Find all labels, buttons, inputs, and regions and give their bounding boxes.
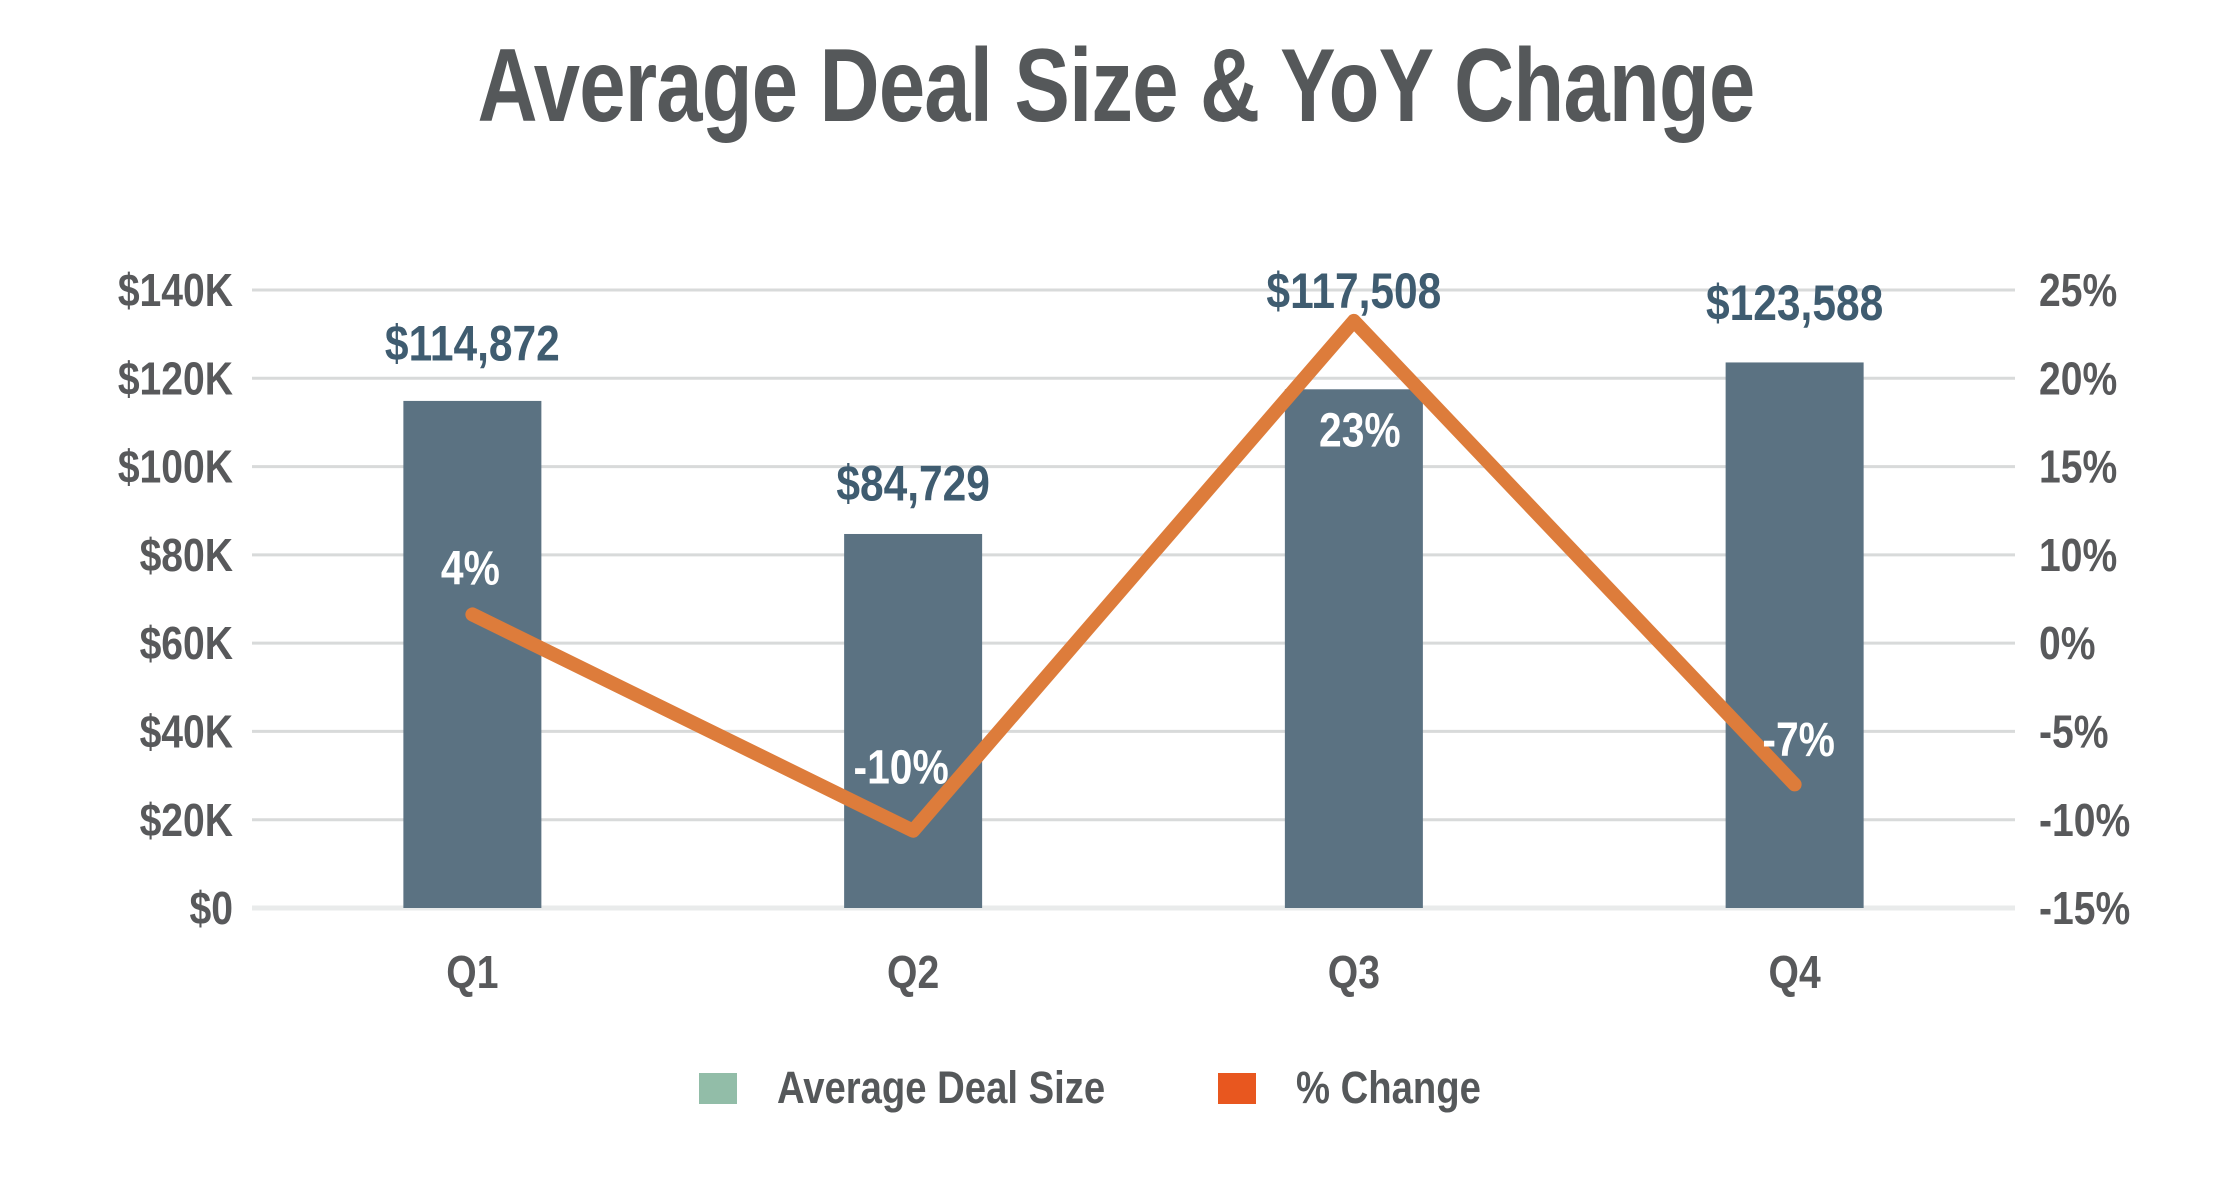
left-axis-tick: $20K: [140, 795, 234, 847]
legend-label-average-deal-size: Average Deal Size: [777, 1062, 1106, 1113]
pct-change-line: [465, 313, 1802, 838]
page-title: Average Deal Size & YoY Change: [477, 28, 1756, 144]
legend-label-pct-change: % Change: [1296, 1062, 1481, 1113]
svg-text:0%: 0%: [2039, 618, 2096, 670]
svg-text:23%: 23%: [1319, 405, 1401, 458]
bar-value-label: $117,508: [1266, 263, 1441, 319]
svg-text:25%: 25%: [2039, 265, 2117, 317]
right-axis-tick: 15%: [2039, 442, 2117, 494]
bar-q1: [403, 400, 542, 908]
right-axis-tick: -5%: [2039, 707, 2109, 759]
category-label-q1: Q1: [446, 947, 498, 999]
svg-text:$140K: $140K: [118, 265, 233, 317]
svg-text:$120K: $120K: [118, 353, 233, 405]
svg-text:$0: $0: [190, 883, 233, 935]
left-axis-tick: $100K: [118, 442, 233, 494]
right-axis-tick: 10%: [2039, 530, 2117, 582]
svg-text:15%: 15%: [2039, 442, 2117, 494]
right-axis-tick: 20%: [2039, 353, 2117, 405]
svg-text:$123,588: $123,588: [1706, 275, 1883, 331]
svg-text:$40K: $40K: [140, 707, 234, 759]
category-label-q3: Q3: [1328, 947, 1380, 999]
bar-value-label: $84,729: [836, 455, 990, 511]
left-axis-tick: $60K: [140, 618, 234, 670]
line-point-label: -7%: [1762, 714, 1835, 767]
left-axis-tick: $120K: [118, 353, 233, 405]
svg-text:-7%: -7%: [1762, 714, 1835, 767]
svg-text:$20K: $20K: [140, 795, 234, 847]
svg-text:$114,872: $114,872: [385, 315, 560, 371]
right-axis-tick: 25%: [2039, 265, 2117, 317]
svg-text:10%: 10%: [2039, 530, 2117, 582]
svg-text:$80K: $80K: [140, 530, 234, 582]
bar-q2: [844, 533, 983, 908]
left-axis-tick: $80K: [140, 530, 234, 582]
svg-text:-10%: -10%: [2039, 795, 2130, 847]
line-point-label: 4%: [441, 542, 500, 595]
svg-text:$117,508: $117,508: [1266, 263, 1441, 319]
left-axis-tick: $0: [190, 883, 233, 935]
svg-text:$60K: $60K: [140, 618, 234, 670]
left-axis-tick: $40K: [140, 707, 234, 759]
svg-text:4%: 4%: [441, 542, 500, 595]
bar-q4: [1725, 362, 1864, 908]
bar-q3: [1284, 389, 1423, 908]
right-axis-tick: -15%: [2039, 883, 2130, 935]
right-axis-tick: -10%: [2039, 795, 2130, 847]
average-deal-size-swatch-icon: [699, 1072, 737, 1104]
svg-text:Q1: Q1: [446, 947, 498, 999]
legend-item-average-deal-size: Average Deal Size: [699, 1062, 1163, 1113]
svg-text:Q4: Q4: [1769, 947, 1821, 999]
svg-text:20%: 20%: [2039, 353, 2117, 405]
svg-text:Q3: Q3: [1328, 947, 1380, 999]
chart-legend: Average Deal Size % Change: [0, 1062, 2232, 1124]
bar-value-label: $123,588: [1706, 275, 1883, 331]
svg-text:$84,729: $84,729: [836, 455, 990, 511]
pct-change-swatch-icon: [1218, 1072, 1256, 1104]
svg-text:-5%: -5%: [2039, 707, 2109, 759]
category-label-q2: Q2: [887, 947, 939, 999]
svg-text:-10%: -10%: [854, 742, 949, 795]
legend-item-pct-change: % Change: [1218, 1062, 1514, 1113]
right-axis-tick: 0%: [2039, 618, 2096, 670]
line-point-label: -10%: [854, 742, 949, 795]
line-point-label: 23%: [1319, 405, 1401, 458]
svg-text:Q2: Q2: [887, 947, 939, 999]
svg-text:-15%: -15%: [2039, 883, 2130, 935]
svg-text:$100K: $100K: [118, 442, 233, 494]
left-axis-tick: $140K: [118, 265, 233, 317]
category-label-q4: Q4: [1769, 947, 1821, 999]
bar-value-label: $114,872: [385, 315, 560, 371]
